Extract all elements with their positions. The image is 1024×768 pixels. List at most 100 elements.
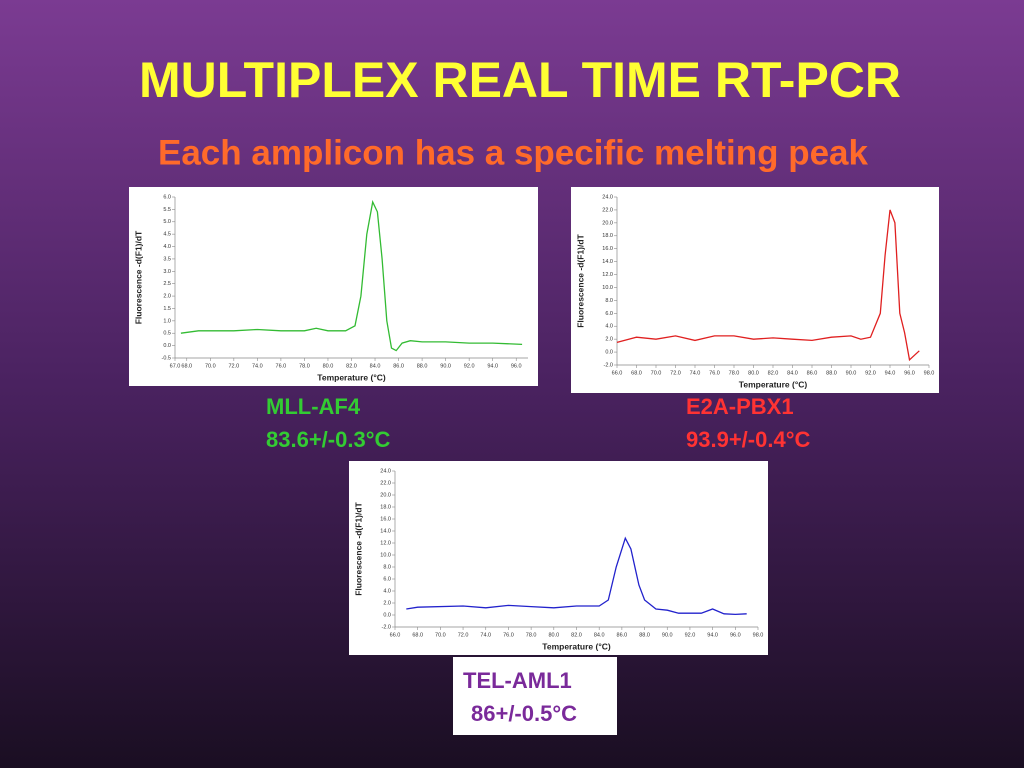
x-tick-label: 88.0 bbox=[826, 370, 837, 376]
y-tick-label: 18.0 bbox=[602, 233, 613, 239]
y-tick-label: 18.0 bbox=[380, 504, 391, 510]
melt-curve bbox=[616, 209, 920, 362]
y-axis-label: Fluorescence -d(F1)/dT bbox=[575, 233, 585, 327]
slide-title: MULTIPLEX REAL TIME RT-PCR bbox=[139, 52, 901, 108]
y-tick-label: 12.0 bbox=[380, 540, 391, 546]
chart-panel bbox=[571, 187, 939, 393]
x-tick-label: 90.0 bbox=[440, 363, 451, 369]
y-tick-label: 2.5 bbox=[163, 281, 171, 287]
x-tick-label: 74.0 bbox=[252, 363, 263, 369]
y-tick-label: 0.0 bbox=[605, 350, 613, 356]
sample-name: MLL-AF4 bbox=[266, 394, 361, 419]
y-tick-label: 12.0 bbox=[602, 272, 613, 278]
x-tick-label: 84.0 bbox=[594, 632, 605, 638]
x-tick-label: 70.0 bbox=[205, 363, 216, 369]
x-tick-label: 94.0 bbox=[885, 370, 896, 376]
y-tick-label: 3.0 bbox=[163, 269, 171, 275]
chart-panel bbox=[349, 461, 768, 655]
y-tick-label: 4.0 bbox=[163, 244, 171, 250]
y-tick-label: 10.0 bbox=[380, 552, 391, 558]
y-tick-label: 22.0 bbox=[602, 207, 613, 213]
y-tick-label: 14.0 bbox=[602, 259, 613, 265]
y-tick-label: 20.0 bbox=[602, 220, 613, 226]
x-tick-label: 80.0 bbox=[323, 363, 334, 369]
chart-panel bbox=[129, 187, 538, 386]
y-tick-label: -2.0 bbox=[604, 362, 613, 368]
x-tick-label: 76.0 bbox=[276, 363, 287, 369]
x-tick-label: 96.0 bbox=[511, 363, 522, 369]
sample-name: E2A-PBX1 bbox=[686, 394, 794, 419]
y-tick-label: 5.0 bbox=[163, 219, 171, 225]
x-tick-label: 74.0 bbox=[480, 632, 491, 638]
y-tick-label: 16.0 bbox=[602, 246, 613, 252]
melting-temp: 83.6+/-0.3°C bbox=[266, 427, 390, 452]
slide-subtitle: Each amplicon has a specific melting pea… bbox=[158, 133, 869, 172]
x-tick-label: 76.0 bbox=[503, 632, 514, 638]
y-tick-label: 0.0 bbox=[163, 343, 171, 349]
y-tick-label: 3.5 bbox=[163, 256, 171, 262]
y-tick-label: 4.0 bbox=[383, 588, 391, 594]
y-tick-label: 1.0 bbox=[163, 318, 171, 324]
melting-temp: 86+/-0.5°C bbox=[471, 701, 577, 726]
x-tick-label: 96.0 bbox=[730, 632, 741, 638]
y-tick-label: 4.5 bbox=[163, 232, 171, 238]
y-axis-label: Fluorescence -d(F1)/dT bbox=[353, 501, 363, 595]
y-tick-label: 2.0 bbox=[383, 600, 391, 606]
x-tick-label: 80.0 bbox=[748, 370, 759, 376]
label-box bbox=[453, 657, 617, 735]
y-tick-label: 20.0 bbox=[380, 492, 391, 498]
x-tick-label: 78.0 bbox=[299, 363, 310, 369]
x-tick-label: 70.0 bbox=[435, 632, 446, 638]
x-tick-label: 82.0 bbox=[768, 370, 779, 376]
x-tick-label: 90.0 bbox=[662, 632, 673, 638]
x-tick-label: 70.0 bbox=[651, 370, 662, 376]
x-tick-label: 68.0 bbox=[412, 632, 423, 638]
x-tick-label: 72.0 bbox=[458, 632, 469, 638]
x-tick-label: 76.0 bbox=[709, 370, 720, 376]
melt-curve bbox=[406, 536, 747, 616]
y-tick-label: 24.0 bbox=[380, 468, 391, 474]
y-tick-label: 2.0 bbox=[605, 337, 613, 343]
y-tick-label: -0.5 bbox=[162, 355, 171, 361]
x-tick-label: 78.0 bbox=[526, 632, 537, 638]
sample-name: TEL-AML1 bbox=[463, 668, 572, 693]
x-tick-label: 72.0 bbox=[228, 363, 239, 369]
x-tick-label: 72.0 bbox=[670, 370, 681, 376]
x-tick-label: 92.0 bbox=[865, 370, 876, 376]
x-tick-label: 96.0 bbox=[904, 370, 915, 376]
x-tick-label: 94.0 bbox=[487, 363, 498, 369]
x-tick-label: 82.0 bbox=[571, 632, 582, 638]
x-tick-label: 90.0 bbox=[846, 370, 857, 376]
x-tick-label: 84.0 bbox=[370, 363, 381, 369]
y-tick-label: 10.0 bbox=[602, 285, 613, 291]
x-axis-label: Temperature (°C) bbox=[542, 641, 611, 651]
x-tick-label: 80.0 bbox=[548, 632, 559, 638]
x-axis-label: Temperature (°C) bbox=[739, 379, 808, 389]
y-tick-label: 8.0 bbox=[383, 564, 391, 570]
y-axis-label: Fluorescence -d(F1)/dT bbox=[133, 230, 143, 324]
x-tick-label: 94.0 bbox=[707, 632, 718, 638]
x-tick-label: 86.0 bbox=[393, 363, 404, 369]
x-tick-label: 84.0 bbox=[787, 370, 798, 376]
x-tick-label: 66.0 bbox=[612, 370, 623, 376]
x-tick-label: 82.0 bbox=[346, 363, 357, 369]
y-tick-label: 6.0 bbox=[383, 576, 391, 582]
y-tick-label: 22.0 bbox=[380, 480, 391, 486]
x-tick-label: 92.0 bbox=[464, 363, 475, 369]
x-tick-label: 68.0 bbox=[181, 363, 192, 369]
x-tick-label: 74.0 bbox=[690, 370, 701, 376]
y-tick-label: 5.5 bbox=[163, 207, 171, 213]
x-tick-label: 68.0 bbox=[631, 370, 642, 376]
x-tick-label: 98.0 bbox=[753, 632, 764, 638]
x-tick-label: 88.0 bbox=[639, 632, 650, 638]
y-tick-label: 0.5 bbox=[163, 331, 171, 337]
x-tick-label: 67.0 bbox=[170, 363, 181, 369]
y-tick-label: 6.0 bbox=[605, 311, 613, 317]
y-tick-label: -2.0 bbox=[382, 624, 391, 630]
melting-temp: 93.9+/-0.4°C bbox=[686, 427, 810, 452]
y-tick-label: 0.0 bbox=[383, 612, 391, 618]
x-tick-label: 98.0 bbox=[924, 370, 935, 376]
melt-curve bbox=[180, 199, 523, 352]
x-tick-label: 66.0 bbox=[390, 632, 401, 638]
